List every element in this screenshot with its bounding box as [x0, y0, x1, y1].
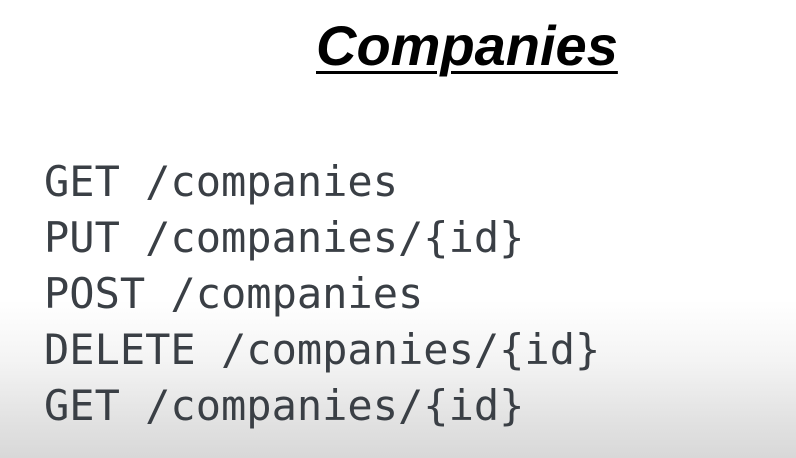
- endpoint-get-companies: GET /companies: [44, 157, 399, 206]
- endpoint-delete-company: DELETE /companies/{id}: [44, 325, 601, 374]
- endpoint-put-company: PUT /companies/{id}: [44, 213, 525, 262]
- slide-title: Companies: [316, 14, 618, 77]
- endpoint-list: GET /companies PUT /companies/{id} POST …: [44, 154, 600, 434]
- endpoint-get-company: GET /companies/{id}: [44, 381, 525, 430]
- endpoint-post-companies: POST /companies: [44, 269, 424, 318]
